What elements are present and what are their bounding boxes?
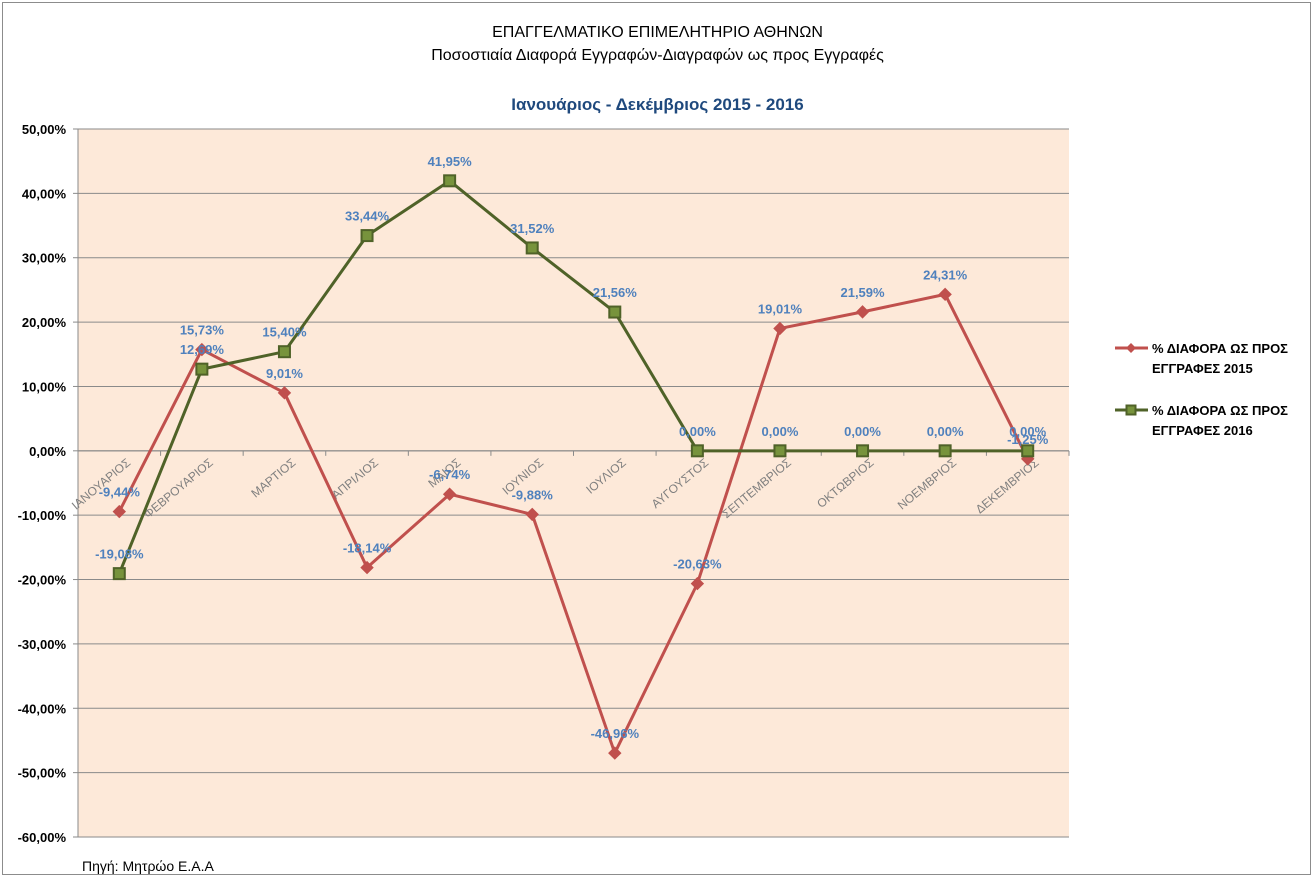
data-label: -9,88% (512, 487, 554, 502)
data-label: 31,52% (510, 221, 555, 236)
series-point-diamond (195, 342, 209, 357)
series-point-square (277, 345, 291, 359)
data-label: 19,01% (758, 301, 803, 316)
series-point-diamond (442, 487, 457, 501)
series-point-square (525, 241, 539, 255)
series-point-diamond (608, 746, 622, 760)
chart-subtitle: Ιανουάριος - Δεκέμβριος 2015 - 2016 (511, 95, 804, 114)
data-label: 21,59% (840, 285, 885, 300)
source-note: Πηγή: Μητρώο Ε.Α.Α (82, 858, 214, 874)
y-tick-label: -50,00% (18, 766, 67, 781)
y-tick-label: -20,00% (18, 573, 67, 588)
series-point-diamond (690, 576, 705, 591)
data-label: 24,31% (923, 267, 968, 282)
data-label: 21,56% (593, 285, 638, 300)
plot-area (78, 129, 1069, 837)
chart-title-line2: Ποσοστιαία Διαφορά Εγγραφών-Διαγραφών ως… (431, 47, 884, 64)
legend-marker-square (1125, 404, 1137, 416)
data-label: 12,69% (180, 342, 225, 357)
y-tick-label: -10,00% (18, 508, 67, 523)
data-label: -18,14% (343, 541, 392, 556)
legend-label: % ΔΙΑΦΟΡΑ ΩΣ ΠΡΟΣ (1152, 403, 1288, 418)
data-label: -9,44% (99, 485, 141, 500)
data-label: -6,74% (429, 467, 471, 482)
data-label: -20,63% (673, 557, 722, 572)
data-label: -19,08% (95, 547, 144, 562)
y-tick-label: 50,00% (22, 122, 67, 137)
legend-marker-diamond (1126, 343, 1136, 353)
series-point-square (856, 444, 870, 458)
series-point-square (1021, 444, 1035, 458)
series-point-square (773, 444, 787, 458)
series-point-square (690, 444, 704, 458)
y-tick-label: -60,00% (18, 830, 67, 845)
series-point-diamond (855, 305, 870, 319)
data-label: 0,00% (927, 424, 964, 439)
series-point-square (112, 567, 126, 581)
data-label: 15,40% (262, 325, 307, 340)
data-label: 0,00% (844, 424, 881, 439)
series-point-square (608, 305, 622, 319)
data-label: 33,44% (345, 209, 390, 224)
series-point-diamond (525, 507, 539, 522)
data-label: 41,95% (428, 154, 473, 169)
chart-title: ΕΠΑΓΓΕΛΜΑΤΙΚΟ ΕΠΙΜΕΛΗΤΗΡΙΟ ΑΘΗΝΩΝ (492, 24, 823, 41)
y-tick-label: 0,00% (29, 444, 66, 459)
data-label: 9,01% (266, 366, 303, 381)
series-point-diamond (938, 287, 952, 302)
y-tick-label: 10,00% (22, 379, 67, 394)
data-label: 0,00% (679, 424, 716, 439)
series-point-diamond (277, 386, 292, 400)
series-point-square (938, 444, 952, 458)
legend-label: % ΔΙΑΦΟΡΑ ΩΣ ΠΡΟΣ (1152, 341, 1288, 356)
series-point-diamond (773, 321, 787, 336)
series-point-square (443, 174, 457, 188)
data-label: 0,00% (1009, 424, 1046, 439)
series-point-diamond (112, 504, 126, 519)
data-label: 0,00% (762, 424, 799, 439)
y-tick-label: -40,00% (18, 701, 67, 716)
series-line-2 (117, 179, 1028, 575)
y-tick-label: -30,00% (18, 637, 67, 652)
y-tick-label: 40,00% (22, 186, 67, 201)
legend-label: ΕΓΓΡΑΦΕΣ 2016 (1152, 423, 1253, 438)
data-label: -1,25% (1007, 432, 1049, 447)
y-tick-label: 20,00% (22, 315, 67, 330)
legend-label: ΕΓΓΡΑΦΕΣ 2015 (1152, 361, 1253, 376)
series-point-square (195, 362, 209, 376)
y-tick-label: 30,00% (22, 251, 67, 266)
series-line-1 (117, 292, 1030, 755)
data-label: 15,73% (180, 323, 225, 338)
series-point-diamond (360, 560, 374, 575)
data-label: -46,96% (591, 726, 640, 741)
series-point-square (360, 229, 374, 243)
